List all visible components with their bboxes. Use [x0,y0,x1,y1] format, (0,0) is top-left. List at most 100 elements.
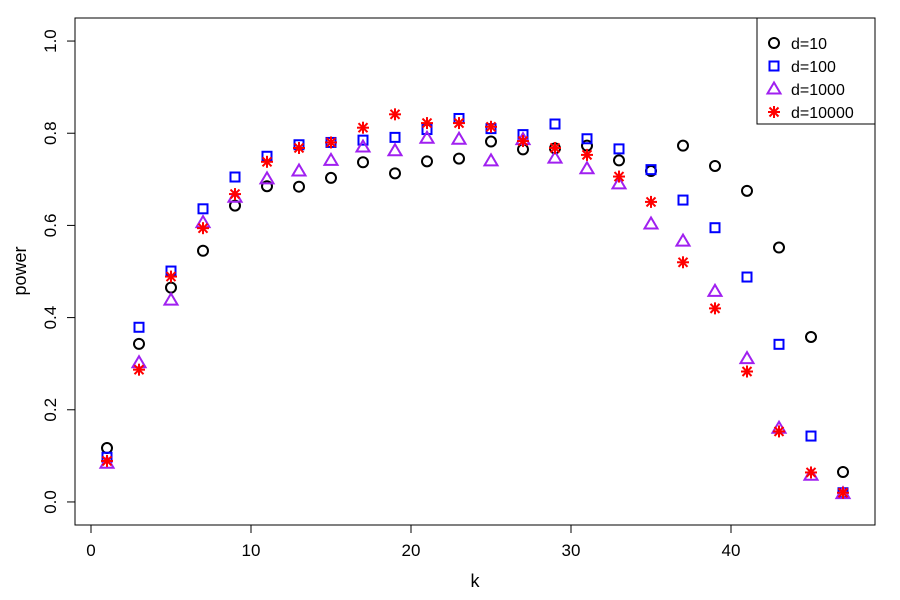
data-point [578,160,596,175]
data-point [389,131,401,143]
data-point [133,321,145,333]
data-point [706,282,724,297]
data-point [546,149,564,164]
data-point [581,148,593,161]
data-point [290,162,308,177]
y-tick-label: 0.6 [41,214,60,238]
data-point [418,129,436,144]
legend-item: d=100 [768,59,836,76]
data-point [773,241,785,254]
data-point [709,159,721,172]
data-point [613,143,625,155]
data-point [101,442,113,455]
legend-label: d=10 [791,36,827,53]
data-point [674,232,692,247]
y-axis: 0.0 0.2 0.4 0.6 0.8 1.0 [41,29,76,514]
data-point [197,203,209,215]
series-d-1000 [98,129,852,500]
data-point [549,141,561,154]
data-point [613,154,625,167]
x-tick-label: 30 [562,541,581,560]
legend-marker [768,60,780,72]
data-point [677,256,689,269]
legend: d=10 d=100 d=1000 d=10000 [756,17,876,125]
legend-marker [765,80,783,95]
data-point [837,465,849,478]
data-point [453,117,465,130]
data-point [677,139,689,152]
legend-marker [768,37,780,49]
x-axis-label: k [471,571,481,591]
data-point [450,130,468,145]
data-point [165,281,177,294]
legend-item: d=10 [768,36,827,53]
series-d-10000 [101,108,849,499]
x-axis: 0 10 20 30 40 [86,524,741,560]
data-point [258,170,276,185]
data-point [261,180,273,193]
data-point [354,138,372,153]
data-point [485,120,497,133]
data-point [357,156,369,169]
data-point [837,486,849,499]
plot-frame [74,17,876,526]
data-point [162,291,180,306]
data-point [805,430,817,442]
data-point [357,134,369,146]
data-point [357,121,369,134]
data-point [642,215,660,230]
data-point [805,466,817,479]
data-point [738,350,756,365]
data-point [482,152,500,167]
data-point [325,136,337,149]
legend-label: d=10000 [791,105,854,122]
y-tick-label: 0.8 [41,121,60,145]
data-point [613,170,625,183]
x-tick-label: 0 [86,541,95,560]
data-point [773,425,785,438]
y-axis-label: power [10,246,30,295]
data-point [645,195,657,208]
data-point [325,171,337,184]
x-tick-label: 20 [402,541,421,560]
data-point [741,365,753,378]
data-point [581,133,593,145]
legend-item: d=1000 [765,80,845,99]
x-tick-label: 40 [722,541,741,560]
y-tick-label: 1.0 [41,29,60,53]
data-point [741,184,753,197]
data-point [421,117,433,130]
data-point [386,142,404,157]
data-points [98,108,852,500]
y-tick-label: 0.2 [41,398,60,422]
y-tick-label: 0.4 [41,306,60,330]
series-d-10 [101,135,849,478]
data-point [98,454,116,469]
legend-item: d=10000 [768,105,854,122]
data-point [197,244,209,257]
data-point [645,164,657,176]
data-point [389,167,401,180]
data-point [709,302,721,315]
data-point [709,222,721,234]
data-point [485,135,497,148]
legend-label: d=1000 [791,82,845,99]
data-point [197,222,209,235]
data-point [293,141,305,154]
data-point [293,180,305,193]
data-point [610,175,628,190]
data-point [549,118,561,130]
data-point [322,151,340,166]
legend-marker [768,106,780,118]
data-point [133,337,145,350]
data-point [229,199,241,212]
y-tick-label: 0.0 [41,490,60,514]
data-point [741,271,753,283]
data-point [229,171,241,183]
data-point [229,188,241,201]
data-point [421,155,433,168]
data-point [802,466,820,481]
data-point [677,194,689,206]
data-point [773,338,785,350]
